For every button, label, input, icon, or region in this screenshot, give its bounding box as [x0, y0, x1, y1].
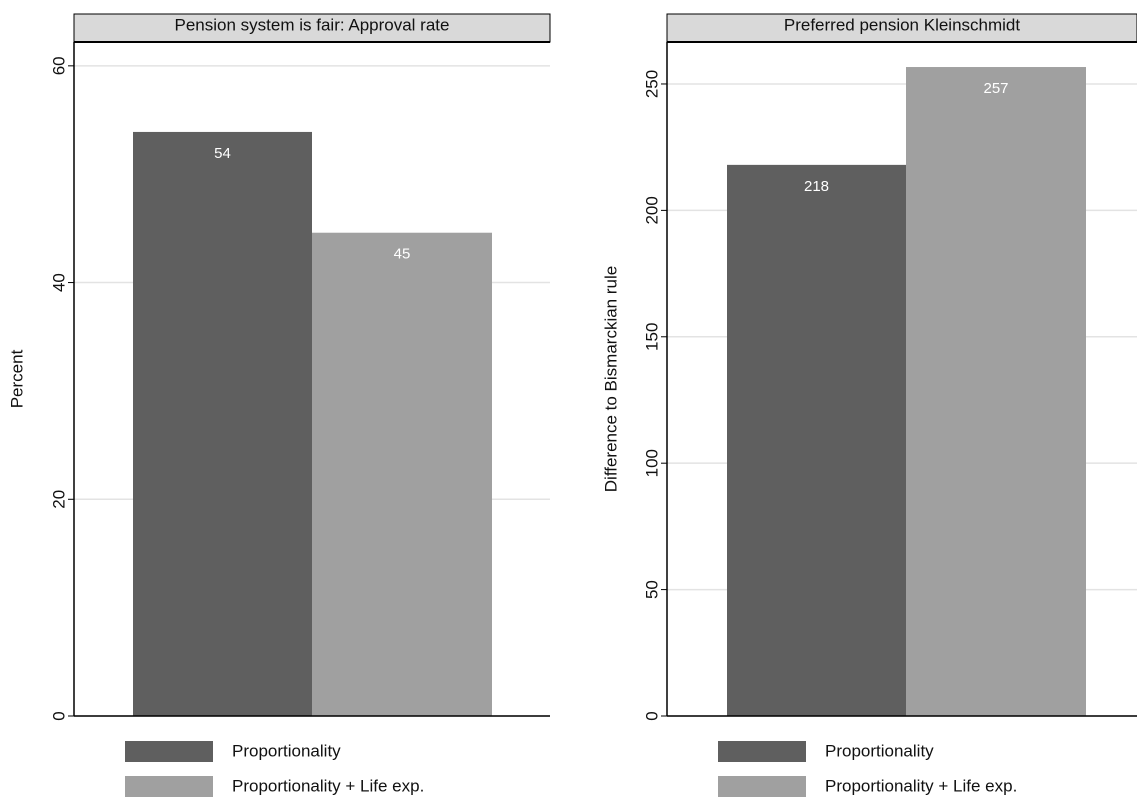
bar: [727, 164, 906, 717]
bar: [906, 67, 1086, 716]
legend-label: Proportionality + Life exp.: [232, 776, 424, 795]
bar: [312, 232, 492, 717]
y-axis-label: Difference to Bismarckian rule: [601, 266, 620, 492]
bar: [133, 131, 312, 716]
title-box: [666, 13, 1137, 43]
legend-swatch: [125, 741, 213, 762]
y-tick-label: 20: [49, 490, 68, 509]
y-tick-label: 150: [642, 323, 661, 351]
y-tick-label: 250: [642, 70, 661, 98]
legend-label: Proportionality: [232, 741, 341, 760]
title-box: [73, 13, 551, 43]
legend-label: Proportionality: [825, 741, 934, 760]
y-axis-label: Percent: [7, 349, 26, 408]
value-label: 218: [804, 178, 829, 195]
chart-title: Pension system is fair: Approval rate: [175, 15, 450, 34]
legend-label: Proportionality + Life exp.: [825, 776, 1017, 795]
value-label: 257: [983, 80, 1008, 97]
legend-swatch: [125, 776, 213, 797]
y-tick-label: 40: [49, 273, 68, 292]
value-label: 45: [394, 246, 411, 263]
y-tick-label: 200: [642, 196, 661, 224]
y-tick-label: 100: [642, 449, 661, 477]
value-label: 54: [214, 145, 231, 162]
y-tick-label: 0: [642, 711, 661, 720]
y-tick-label: 0: [49, 711, 68, 720]
y-tick-label: 60: [49, 56, 68, 75]
y-tick-label: 50: [642, 580, 661, 599]
legend-swatch: [718, 776, 806, 797]
chart-title: Preferred pension Kleinschmidt: [784, 15, 1021, 34]
legend-swatch: [718, 741, 806, 762]
